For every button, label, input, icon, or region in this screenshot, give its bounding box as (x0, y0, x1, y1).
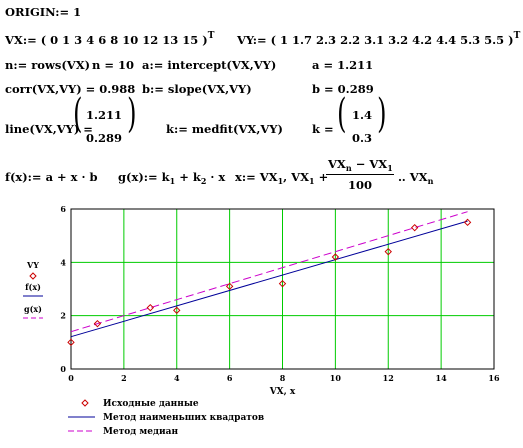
data-point (225, 282, 234, 291)
k-result-vector: ( 1.4 0.3 ) (334, 94, 394, 152)
k-label: k = (312, 122, 334, 136)
x-tick-label: 16 (488, 373, 500, 383)
g-def-mid: + k (175, 170, 201, 184)
data-point (331, 253, 340, 261)
x-num-vx: VX (328, 157, 346, 171)
corr-value: corr(VX,VY) = 0.988 (5, 82, 136, 96)
median-line (70, 211, 468, 333)
x-sub-3: n (427, 176, 434, 186)
x-tick-label: 14 (436, 373, 448, 383)
g-definition: g(x):= k1 + k2 · x (118, 170, 226, 186)
x-tick-label: 10 (330, 373, 342, 383)
b-value: b = 0.289 (312, 82, 374, 96)
k-definition: k:= medfit(VX,VY) (166, 122, 283, 136)
data-point (146, 303, 155, 312)
plot-frame (70, 208, 495, 370)
g-sub-1: 1 (169, 176, 176, 186)
y-tick-label: 0 (60, 364, 66, 374)
left-paren-icon: ( (73, 91, 83, 137)
x-num-sub-n: n (345, 163, 352, 173)
x-num-minus: − VX (351, 157, 388, 171)
vx-vector: VX:= ( 0 1 3 4 6 8 10 12 13 15 ) (5, 33, 208, 47)
x-def-b: , VX (283, 170, 310, 184)
data-point (384, 247, 392, 256)
x-sub-1: 1 (277, 176, 284, 186)
line-result-intercept: 1.211 (86, 108, 123, 122)
y-tick-label: 6 (60, 204, 66, 214)
x-range-definition: x:= VX1, VX1 + (235, 170, 329, 186)
x-range-end: ‥ VXn (398, 170, 434, 186)
x-tick-label: 6 (227, 373, 233, 383)
y-axis-label: VY (26, 260, 39, 270)
x-tick-label: 8 (280, 373, 286, 383)
least-squares-line (70, 220, 468, 338)
g-def-end: · x (206, 170, 226, 184)
b-definition: b:= slope(VX,VY) (142, 82, 252, 96)
origin-definition: ORIGIN:= 1 (5, 5, 82, 19)
vy-transpose-mark: T (513, 31, 521, 41)
line-label: line(VX,VY) = (5, 122, 93, 136)
y-label-marker (29, 272, 37, 280)
vy-definition: VY:= ( 1 1.7 2.3 2.2 3.1 3.2 4.2 4.4 5.3… (237, 31, 521, 47)
chart-legend: Исходные данные Метод наименьших квадрато… (68, 399, 264, 437)
chart-data-points (67, 218, 472, 347)
g-sub-2: 2 (200, 176, 207, 186)
a-value: a = 1.211 (312, 58, 374, 72)
data-point (463, 218, 472, 227)
x-def-a: x:= VX (235, 170, 278, 184)
f-definition: f(x):= a + x · b (5, 170, 98, 184)
k-result-top: 1.4 (352, 108, 373, 122)
y-tick-label: 2 (60, 311, 66, 321)
g-def-main: g(x):= k (118, 170, 170, 184)
right-paren-icon: ) (127, 91, 137, 137)
data-point (93, 319, 102, 328)
y-axis-label: f(x) (25, 282, 41, 292)
y-axis-label: g(x) (24, 304, 42, 314)
left-paren-icon: ( (337, 91, 347, 137)
x-step-numerator: VXn − VX1 (328, 157, 393, 173)
x-tick-label: 4 (174, 373, 180, 383)
data-point (410, 223, 419, 232)
x-step-denominator: 100 (348, 178, 373, 192)
x-tick-label: 12 (383, 373, 394, 383)
line-result-slope: 0.289 (86, 131, 123, 145)
legend-label: Метод наименьших квадратов (103, 413, 264, 423)
right-paren-icon: ) (377, 91, 387, 137)
chart-y-axis-labels: VY f(x) g(x) (23, 260, 43, 319)
data-point (173, 306, 181, 315)
chart-x-axis-label: VX, x (269, 387, 296, 397)
line-result-vector: ( 1.211 0.289 ) (70, 94, 150, 152)
chart-tick-labels: 0 2 4 6 8 10 12 14 16 0 2 4 6 (60, 204, 500, 383)
x-sub-2: 1 (309, 176, 315, 186)
chart-axes (70, 208, 495, 370)
chart-series-lines (70, 211, 468, 338)
a-definition: a:= intercept(VX,VY) (142, 58, 277, 72)
x-def-c: + (314, 170, 329, 184)
legend-marker (81, 399, 89, 407)
x-num-sub-1: 1 (387, 163, 393, 173)
x-def-d: ‥ VX (398, 170, 428, 184)
vy-vector: VY:= ( 1 1.7 2.3 2.2 3.1 3.2 4.2 4.4 5.3… (237, 33, 514, 47)
k-result-bottom: 0.3 (352, 131, 373, 145)
vx-definition: VX:= ( 0 1 3 4 6 8 10 12 13 15 )T (5, 31, 215, 47)
fraction-bar (326, 174, 394, 175)
y-tick-label: 4 (60, 257, 66, 267)
data-point (278, 279, 287, 288)
legend-label: Метод медиан (103, 427, 178, 437)
legend-label: Исходные данные (103, 399, 199, 409)
data-point (67, 338, 75, 347)
chart-grid (70, 208, 495, 370)
x-tick-label: 0 (68, 373, 74, 383)
n-definition: n:= rows(VX) (5, 58, 91, 72)
n-value: n = 10 (92, 58, 135, 72)
x-tick-label: 2 (121, 373, 127, 383)
vx-transpose-mark: T (207, 31, 215, 41)
